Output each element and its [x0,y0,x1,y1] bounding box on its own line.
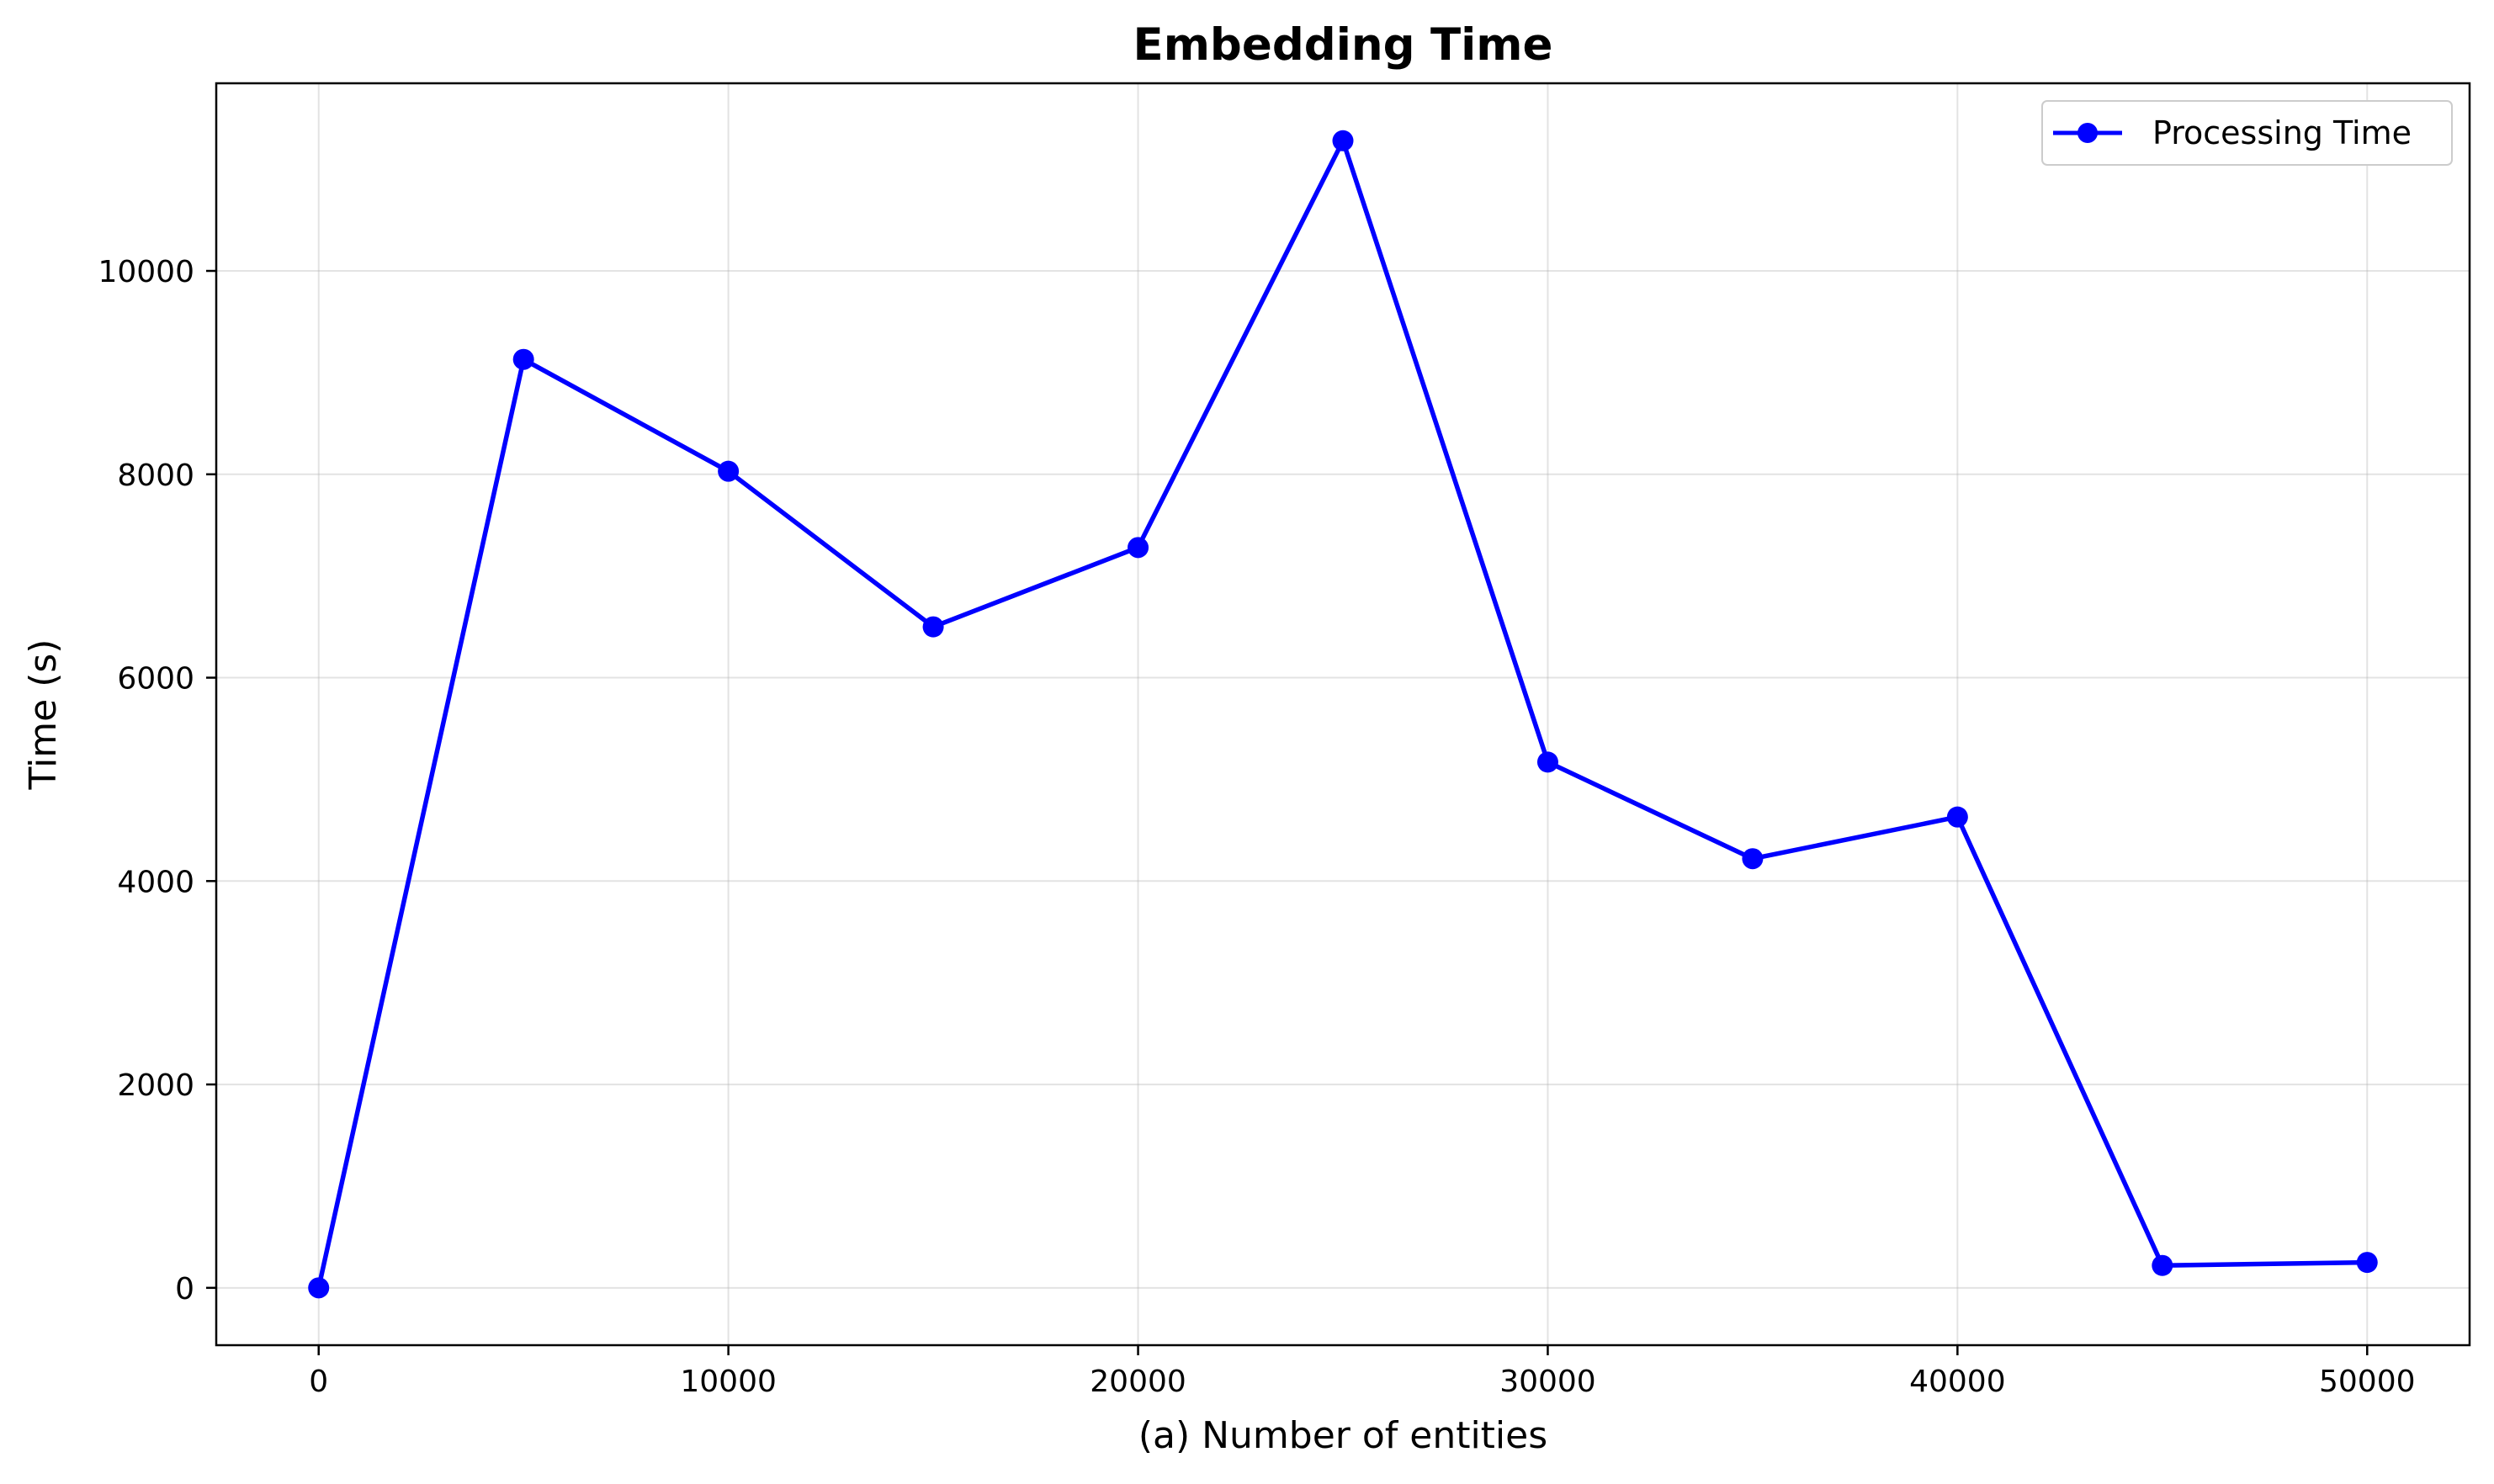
legend-box [2041,100,2453,166]
legend-label: Processing Time [2152,114,2412,151]
y-axis-label: Time (s) [22,639,65,791]
data-point [922,616,944,638]
y-tick-label: 2000 [117,1068,194,1103]
x-tick-label: 0 [309,1365,328,1399]
x-axis: 0 10000 20000 30000 40000 50000 [309,1345,2416,1399]
series-layer [308,130,2378,1299]
chart-title: Embedding Time [1133,19,1553,71]
y-tick-label: 8000 [117,458,194,493]
data-point [2356,1252,2378,1274]
x-tick-label: 20000 [1090,1365,1186,1399]
y-tick-label: 0 [175,1272,194,1306]
plot-frame [215,82,2471,1347]
x-axis-label: (a) Number of entities [1138,1414,1547,1457]
x-tick-label: 30000 [1499,1365,1596,1399]
y-tick-label: 6000 [117,662,194,697]
grid [216,83,2470,1345]
data-point [1946,806,1968,828]
x-tick-label: 10000 [680,1365,777,1399]
legend: Processing Time [2041,100,2453,166]
data-point [718,460,740,482]
y-tick-label: 4000 [117,865,194,899]
data-point [1536,751,1558,773]
data-point [308,1277,330,1299]
x-tick-label: 40000 [1909,1365,2006,1399]
y-axis: 0 2000 4000 6000 8000 10000 [98,255,216,1306]
data-point [1742,848,1764,870]
data-point [512,348,534,370]
data-point [2152,1254,2173,1276]
data-point [1332,130,1354,151]
x-tick-label: 50000 [2319,1365,2416,1399]
y-tick-label: 10000 [98,255,194,289]
data-point [1128,537,1149,559]
legend-marker [2077,123,2098,143]
